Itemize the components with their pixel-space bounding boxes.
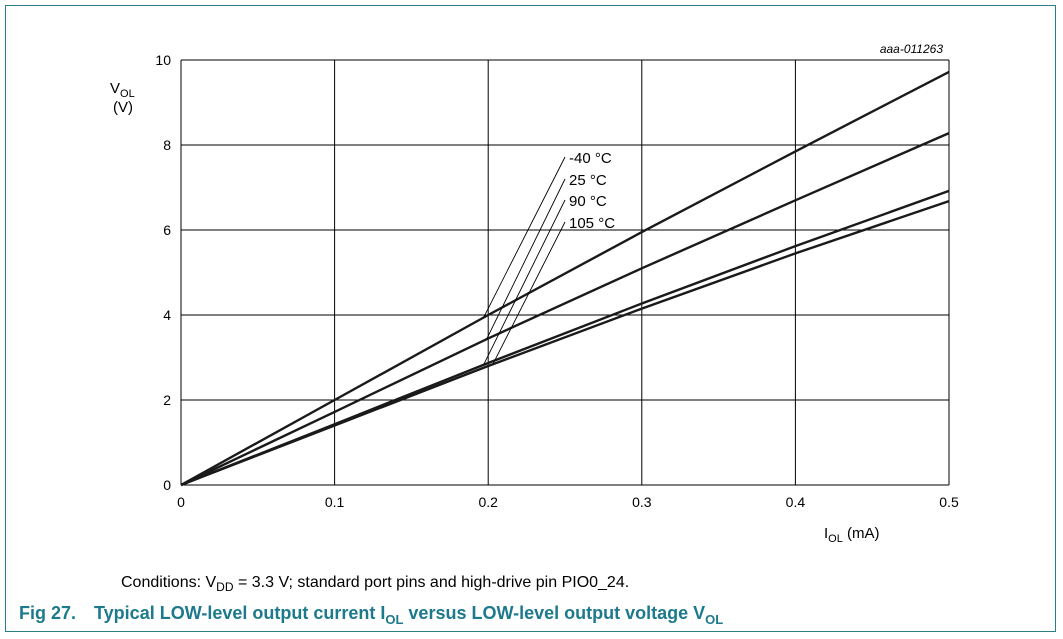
x-tick-label: 0.2 xyxy=(478,494,498,510)
y-axis-label-sub: OL xyxy=(120,88,135,100)
y-tick-label: 0 xyxy=(163,477,171,493)
x-axis-label-main: I xyxy=(824,525,828,542)
y-tick-label: 10 xyxy=(155,52,171,68)
caption-text-2: versus LOW-level output voltage V xyxy=(403,603,705,623)
x-tick-label: 0.4 xyxy=(786,494,806,510)
conditions-sub: DD xyxy=(216,580,234,594)
y-tick-label: 8 xyxy=(163,137,171,153)
x-tick-label: 0.3 xyxy=(632,494,652,510)
series-label-25c: 25 °C xyxy=(569,172,607,189)
conditions-note: Conditions: VDD = 3.3 V; standard port p… xyxy=(121,574,629,594)
leader-line-90c xyxy=(483,199,566,366)
series-line-105c xyxy=(180,199,950,487)
leader-lines: -40 °C 25 °C 90 °C 105 °C xyxy=(483,150,615,366)
y-axis-unit: (V) xyxy=(113,99,133,116)
series-label-40c: -40 °C xyxy=(569,150,612,167)
y-axis-label: VOL xyxy=(110,80,135,100)
series-group xyxy=(180,70,950,487)
caption-sub-1: OL xyxy=(385,612,403,627)
series-label-90c: 90 °C xyxy=(569,193,607,210)
caption-text-1: Typical LOW-level output current I xyxy=(94,603,385,623)
x-axis-label: IOL (mA) xyxy=(824,525,880,545)
y-tick-label: 6 xyxy=(163,222,171,238)
y-tick-label: 2 xyxy=(163,392,171,408)
y-tick-label: 4 xyxy=(163,307,171,323)
caption-sub-2: OL xyxy=(705,612,723,627)
series-line-25c xyxy=(180,132,950,487)
tick-labels: 0 0.1 0.2 0.3 0.4 0.5 0 2 4 6 8 10 xyxy=(155,52,959,510)
figure-label: Fig 27. xyxy=(19,603,76,623)
leader-line-40c xyxy=(483,156,566,318)
leader-line-105c xyxy=(492,221,566,365)
figure-caption: Fig 27. Typical LOW-level output current … xyxy=(19,603,723,627)
x-tick-label: 0.5 xyxy=(939,494,959,510)
conditions-prefix: Conditions: V xyxy=(121,574,216,591)
y-axis-label-main: V xyxy=(110,80,120,97)
x-tick-label: 0 xyxy=(177,494,185,510)
series-line-40c xyxy=(180,70,950,487)
x-axis-label-unit: (mA) xyxy=(843,525,880,542)
leader-line-25c xyxy=(486,178,566,340)
grid xyxy=(180,59,950,486)
reference-id: aaa-011263 xyxy=(880,42,943,56)
figure-frame: -40 °C 25 °C 90 °C 105 °C 0 0.1 0.2 0.3 0.4 0.5 0… xyxy=(5,5,1056,632)
x-tick-label: 0.1 xyxy=(325,494,345,510)
x-axis-label-sub: OL xyxy=(828,533,843,545)
series-label-105c: 105 °C xyxy=(569,215,615,232)
conditions-suffix: = 3.3 V; standard port pins and high-dri… xyxy=(234,574,630,591)
